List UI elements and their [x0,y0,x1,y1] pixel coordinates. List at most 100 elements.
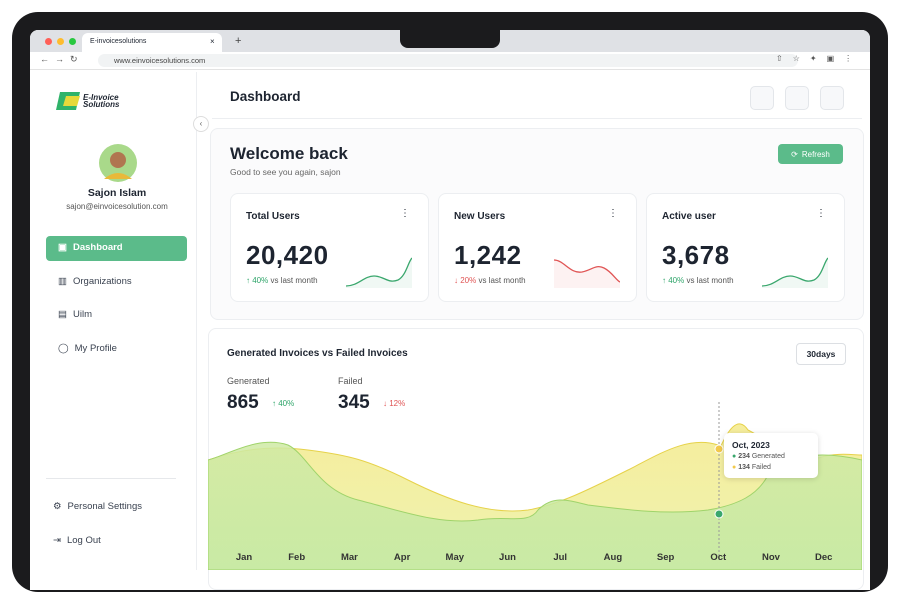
month-label: Dec [814,552,833,563]
area-chart [208,402,862,570]
tooltip-title: Oct, 2023 [732,440,770,450]
tab-close[interactable]: × [210,37,215,46]
collapse-button[interactable]: ‹ [193,116,209,132]
nav-label: Organizations [72,276,132,287]
month-label: Jun [499,552,516,563]
new-tab[interactable]: + [235,35,242,47]
nav-label: Personal Settings [67,501,142,512]
summary-value: 345 [338,392,370,413]
nav-item[interactable]: ⇥ Log Out [53,535,101,546]
tooltip-label: Generated [751,453,785,460]
change-text: 40% [252,276,269,285]
sparkline [346,257,412,288]
stat-title: New Users [454,211,506,222]
month-label: Jul [553,552,568,563]
chart-title: Generated Invoices vs Failed Invoices [227,348,408,359]
nav-item[interactable]: ◯ My Profile [58,343,117,354]
stat-menu[interactable]: ⋮ [608,208,618,219]
range-button[interactable]: 30days [796,343,846,365]
nav-label: Log Out [66,535,101,546]
page-title: Dashboard [230,89,301,104]
button-label: Refresh [801,149,830,159]
nav-label: Uilm [72,309,92,320]
tooltip-value: 134 [738,464,750,471]
nav-label: My Profile [74,343,117,354]
brand-line: Solutions [83,100,120,109]
month-label: Oct [710,552,727,563]
change-text: 20% [460,276,477,285]
nav-active-bg [46,236,187,261]
stat-card [230,193,429,302]
stat-card [646,193,845,302]
summary-label: Generated [227,376,270,386]
stat-change: ↓ 20% vs last month [454,276,526,285]
month-label: Apr [393,552,411,563]
tab[interactable] [82,33,222,52]
welcome-subtitle: Good to see you again, sajon [230,167,341,177]
avatar [99,144,137,182]
tooltip-value: 234 [738,453,750,460]
month-label: Feb [288,552,306,563]
search-button[interactable] [750,86,774,110]
comparison: vs last month [686,276,734,285]
summary-value: 865 [227,392,259,413]
window-dot [57,38,64,45]
nav-item[interactable]: ⚙ Personal Settings [53,501,142,512]
page: E-invoicesolutions × + ←→↻ www.einvoices… [12,12,888,592]
tooltip-label: Failed [751,464,771,471]
window-dot [69,38,76,45]
header-line [212,118,862,119]
user-name: Sajon Islam [87,187,147,199]
brand-logo [56,92,80,110]
sparkline [762,257,828,288]
nav-label: Dashboard [72,242,123,253]
month-label: Nov [762,552,780,563]
tooltip: Oct, 2023 ● 234 Generated ● 134 Failed [724,433,818,478]
sparkline [554,259,620,288]
brand-name: E-Invoice Solutions [83,93,120,109]
url-field[interactable] [98,54,798,67]
divider [46,478,176,479]
stat-change: ↑ 40% vs last month [246,276,318,285]
chat-button[interactable] [820,86,844,110]
stat-value: 20,420 [246,240,329,270]
brand-line: E-Invoice [83,93,119,102]
nav-item[interactable]: ▥ Organizations [58,276,132,287]
refresh-button[interactable]: ⟳ Refresh [778,144,843,164]
window-dot [45,38,52,45]
stat-change: ↑ 40% vs last month [662,276,734,285]
tab-title: E-invoicesolutions [90,38,147,45]
welcome-title: Welcome back [230,144,348,163]
nav-buttons[interactable]: ←→↻ [40,54,84,64]
change-text: 40% [278,399,295,408]
month-label: May [445,552,465,563]
summary-label: Failed [338,376,363,386]
notes-button[interactable] [785,86,809,110]
tooltip-item: ● 234 Generated [732,453,785,460]
stat-menu[interactable]: ⋮ [400,208,410,219]
hover-point [714,444,724,454]
stat-title: Active user [662,211,716,222]
stat-menu[interactable]: ⋮ [816,208,826,219]
stat-card [438,193,637,302]
stat-title: Total Users [246,211,300,222]
summary-change: ↓ 12% [383,399,406,408]
browser-tools[interactable]: ⇧☆✦▣⋮ [776,54,863,63]
stat-value: 1,242 [454,240,522,270]
notch [400,30,500,48]
url: www.einvoicesolutions.com [114,56,206,65]
nav-item[interactable]: ▣ Dashboard [58,242,123,253]
change-text: 40% [668,276,685,285]
stat-value: 3,678 [662,240,730,270]
month-label: Mar [340,552,358,563]
comparison: vs last month [478,276,526,285]
tooltip-item: ● 134 Failed [732,464,771,471]
hover-point [714,509,724,519]
user-email: sajon@einvoicesolution.com [66,202,168,211]
comparison: vs last month [270,276,318,285]
summary-change: ↑ 40% [272,399,295,408]
nav-item[interactable]: ▤ Uilm [58,309,92,320]
month-label: Sep [656,552,675,563]
month-label: Jan [235,552,253,563]
change-text: 12% [389,399,406,408]
